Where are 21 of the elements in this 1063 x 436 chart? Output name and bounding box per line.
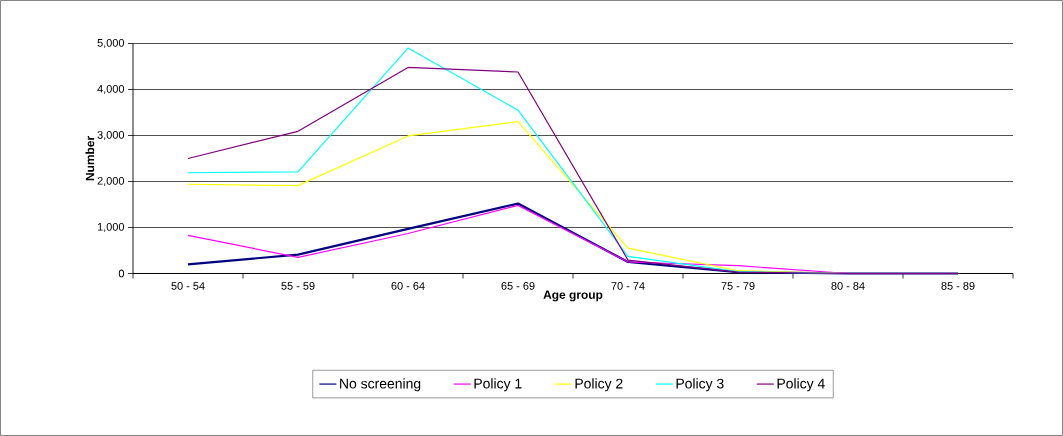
y-tick-label: 4,000 [97,84,125,95]
x-axis-title: Age group [543,290,603,302]
legend-label: No screening [340,378,421,392]
y-tick-label: 5,000 [97,38,125,49]
legend-label: Policy 4 [777,378,825,392]
x-tick-label: 80 - 84 [831,282,865,290]
x-tick-label: 75 - 79 [721,282,755,290]
y-tick-label: 1,000 [97,222,125,233]
legend-label: Policy 1 [474,378,522,392]
x-tick-label: 60 - 64 [391,282,425,290]
x-tick-label: 70 - 74 [611,282,645,290]
x-tick-label: 55 - 59 [281,282,315,290]
legend-label: Policy 2 [575,378,623,392]
y-tick-label: 2,000 [97,176,125,187]
y-axis-title: Number [85,136,95,181]
x-tick-label: 50 - 54 [171,282,205,290]
y-tick-label: 0 [118,269,125,278]
x-tick-label: 85 - 89 [941,282,975,290]
legend-label: Policy 3 [676,378,724,392]
y-tick-label: 3,000 [97,130,125,141]
x-tick-label: 65 - 69 [501,282,535,290]
